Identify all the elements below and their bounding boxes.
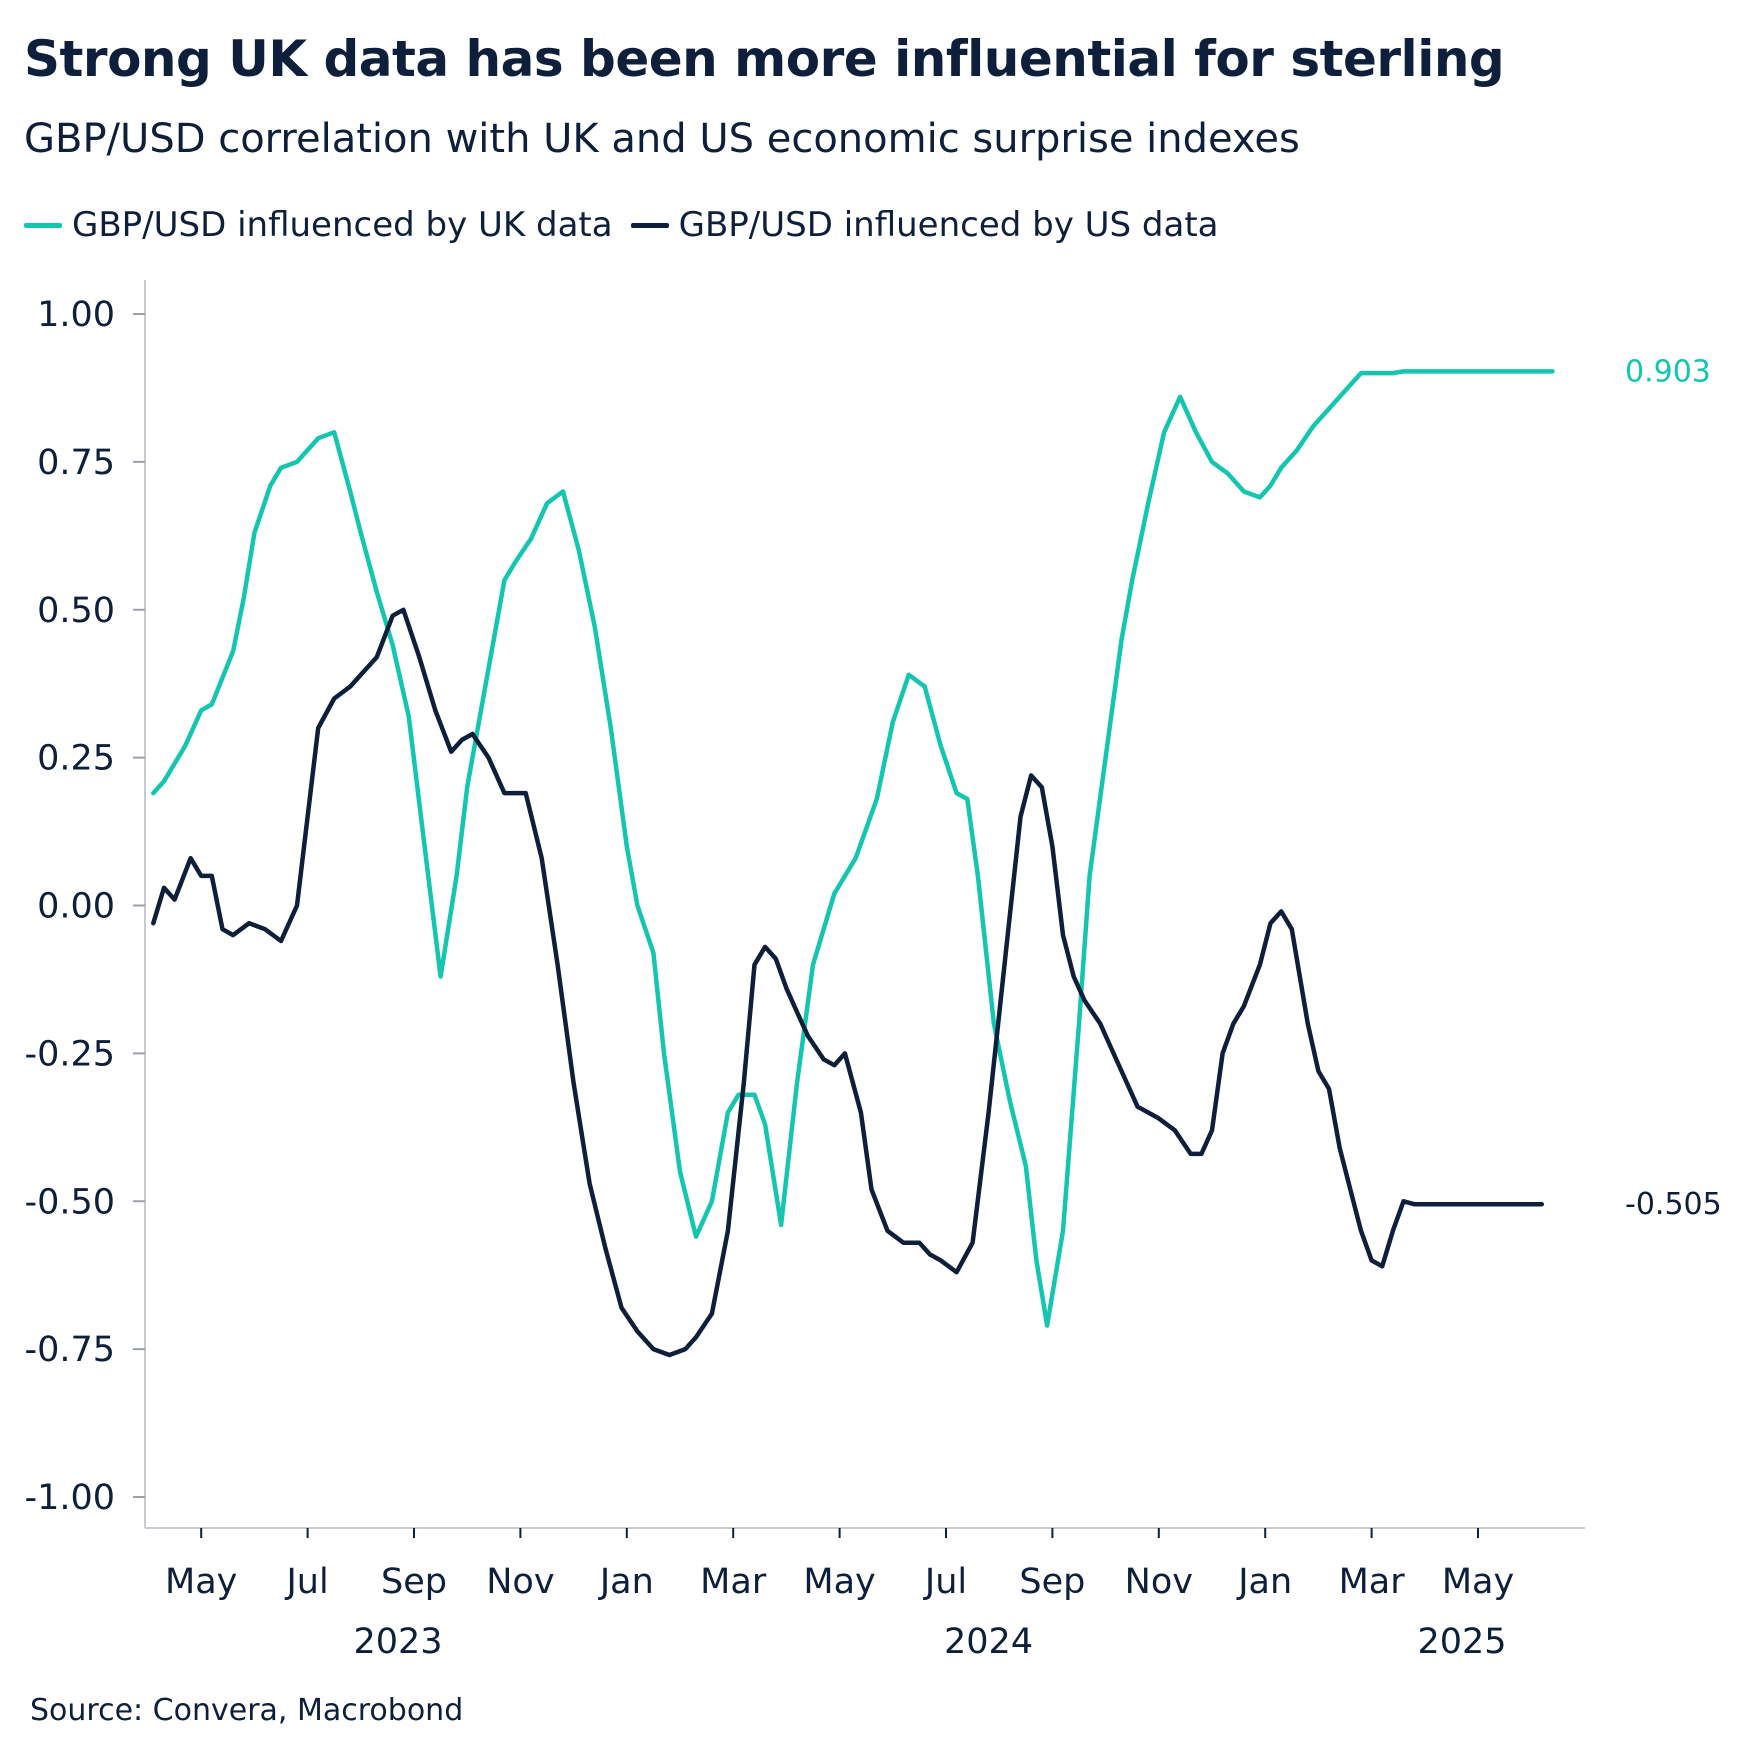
year-label: 2025 [1418,1622,1507,1662]
y-tick-label: -0.25 [24,1034,115,1074]
y-tick-label: 0.00 [37,887,115,927]
x-tick-label: Jan [598,1562,654,1602]
legend-swatch-us [630,222,669,228]
y-tick-label: 0.50 [37,591,115,631]
x-tick-label: May [803,1562,875,1602]
chart-subtitle: GBP/USD correlation with UK and US econo… [24,116,1300,162]
y-tick-label: 0.75 [37,443,115,483]
legend-swatch-uk [24,222,62,228]
year-label: 2024 [944,1622,1033,1662]
source-note: Source: Convera, Macrobond [30,1693,464,1728]
x-tick-label: Mar [1339,1562,1406,1602]
y-tick-label: -1.00 [24,1478,115,1518]
x-tick-label: Nov [1125,1562,1193,1602]
line-chart: 1.00 0.75 0.50 0.25 0.00 -0.25 -0.50 -0.75 -1.00… [24,280,1722,1662]
x-tick-label: Sep [381,1562,447,1602]
series-line-uk [151,369,1555,1328]
end-label-us: -0.505 [1625,1187,1722,1222]
x-tick-label: Sep [1019,1562,1085,1602]
x-tick-label: May [1442,1562,1514,1602]
x-tick-label: Jan [1236,1562,1292,1602]
legend: GBP/USD influenced by UK data GBP/USD in… [24,205,1237,245]
legend-item-uk: GBP/USD influenced by UK data [24,205,613,245]
year-label: 2023 [354,1622,443,1662]
end-label-uk: 0.903 [1625,354,1711,389]
y-tick-label: -0.50 [24,1182,115,1222]
x-tick-label: Nov [486,1562,554,1602]
y-tick-label: 1.00 [37,295,115,335]
x-tick-label: Jul [284,1562,328,1602]
x-tick-label: May [165,1562,237,1602]
legend-item-us: GBP/USD influenced by US data [630,205,1219,245]
x-tick-label: Jul [923,1562,967,1602]
y-tick-label: -0.75 [24,1330,115,1370]
y-tick-label: 0.25 [37,739,115,779]
x-tick-label: Mar [700,1562,767,1602]
chart-title: Strong UK data has been more influential… [24,30,1505,88]
series-line-us [151,607,1545,1358]
legend-label-us: GBP/USD influenced by US data [678,205,1219,245]
legend-label-uk: GBP/USD influenced by UK data [72,205,613,245]
